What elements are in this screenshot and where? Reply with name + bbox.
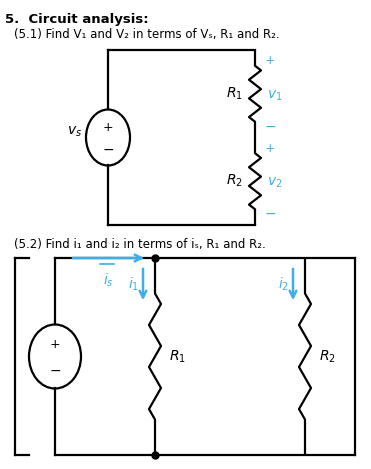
Text: −: − [265, 207, 277, 221]
Text: $v_s$: $v_s$ [67, 124, 82, 139]
Text: +: + [103, 121, 113, 134]
Text: $R_1$: $R_1$ [226, 85, 243, 102]
Text: −: − [49, 363, 61, 378]
Text: 5.  Circuit analysis:: 5. Circuit analysis: [5, 13, 149, 26]
Text: −: − [102, 143, 114, 157]
Text: +: + [50, 338, 60, 351]
Text: $R_2$: $R_2$ [226, 173, 243, 189]
Text: +: + [265, 54, 276, 67]
Text: (5.1) Find V₁ and V₂ in terms of Vₛ, R₁ and R₂.: (5.1) Find V₁ and V₂ in terms of Vₛ, R₁ … [14, 28, 280, 41]
Text: +: + [265, 142, 276, 154]
Text: $v_1$: $v_1$ [267, 89, 282, 103]
Text: $v_2$: $v_2$ [267, 176, 282, 190]
Text: $i_s$: $i_s$ [103, 272, 114, 289]
Text: $i_2$: $i_2$ [278, 276, 289, 293]
Text: (5.2) Find i₁ and i₂ in terms of iₛ, R₁ and R₂.: (5.2) Find i₁ and i₂ in terms of iₛ, R₁ … [14, 238, 266, 251]
Text: −: − [265, 120, 277, 134]
Text: $R_1$: $R_1$ [169, 348, 186, 365]
Text: $i_1$: $i_1$ [128, 276, 139, 293]
Text: $R_2$: $R_2$ [319, 348, 336, 365]
